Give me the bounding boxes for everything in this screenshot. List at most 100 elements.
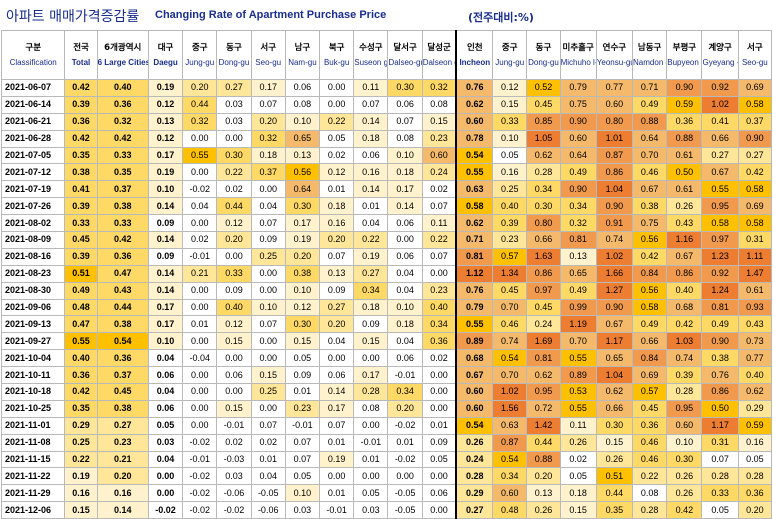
row-date: 2021-10-18 bbox=[0, 383, 66, 401]
column-header: 서구 Seo-gu bbox=[250, 30, 286, 80]
value-cell: -0.05 bbox=[250, 484, 286, 503]
column-header-en: Jung-gu bbox=[185, 58, 215, 67]
value-cell: 0.01 bbox=[182, 315, 218, 334]
table-row: 2021-06-07 0.42 0.40 0.19 0.20 0.27 0.17 0.06 0.… bbox=[0, 79, 773, 97]
value-cell: -0.01 bbox=[353, 433, 389, 452]
value-cell: 0.20 bbox=[319, 231, 355, 249]
value-cell: 0.24 bbox=[421, 163, 457, 182]
value-cell: 0.74 bbox=[492, 332, 528, 351]
value-cell: 0.35 bbox=[96, 163, 149, 182]
column-header: 달성군 Dalseon g-gun bbox=[421, 30, 457, 80]
column-header-kr: 구분 bbox=[25, 43, 42, 53]
value-cell: 0.38 bbox=[96, 197, 149, 216]
column-header-en: Dong-gu bbox=[218, 58, 250, 67]
value-cell: 0.32 bbox=[250, 129, 286, 148]
column-header: 미추홀구 Michuho l-gu bbox=[559, 30, 597, 80]
column-header-kr: 중구 bbox=[501, 43, 518, 53]
table-row: 2021-09-13 0.47 0.38 0.17 0.01 0.12 0.07 0.30 0.… bbox=[0, 315, 773, 334]
value-cell: 0.36 bbox=[96, 247, 149, 266]
value-cell: 0.87 bbox=[595, 146, 634, 165]
value-cell: 0.90 bbox=[595, 197, 634, 216]
value-cell: 0.38 bbox=[701, 349, 739, 368]
value-cell: 0.38 bbox=[64, 163, 98, 182]
value-cell: 0.44 bbox=[216, 197, 252, 216]
value-cell: 0.36 bbox=[64, 366, 98, 385]
value-cell: 0.44 bbox=[526, 433, 561, 452]
value-cell: 0.34 bbox=[559, 197, 597, 216]
value-cell: 0.62 bbox=[455, 214, 494, 233]
value-cell: -0.01 bbox=[216, 416, 252, 435]
value-cell: 0.09 bbox=[216, 281, 252, 300]
value-cell: 0.02 bbox=[216, 180, 252, 199]
value-cell: 0.36 bbox=[96, 349, 149, 368]
value-cell: 0.64 bbox=[632, 129, 668, 148]
value-cell: 0.36 bbox=[421, 332, 457, 351]
value-cell: 0.45 bbox=[64, 231, 98, 249]
value-cell: 0.08 bbox=[284, 95, 321, 114]
value-cell: 0.49 bbox=[64, 281, 98, 300]
value-cell: 0.04 bbox=[147, 349, 184, 368]
value-cell: 0.86 bbox=[701, 383, 739, 401]
value-cell: 0.62 bbox=[737, 383, 773, 401]
value-cell: 0.23 bbox=[421, 281, 457, 300]
value-cell: 0.40 bbox=[421, 298, 457, 317]
value-cell: 0.15 bbox=[353, 332, 389, 351]
value-cell: 1.63 bbox=[526, 247, 561, 266]
value-cell: 0.84 bbox=[632, 349, 668, 368]
value-cell: 0.86 bbox=[595, 163, 634, 182]
value-cell: 0.16 bbox=[737, 433, 773, 452]
table-row: 2021-08-30 0.49 0.43 0.14 0.00 0.09 0.00 0.10 0.… bbox=[0, 281, 773, 300]
value-cell: 0.79 bbox=[559, 79, 597, 97]
value-cell: 0.52 bbox=[526, 79, 561, 97]
value-cell: 0.90 bbox=[737, 129, 773, 148]
column-header-kr: 서구 bbox=[260, 43, 277, 53]
value-cell: 0.28 bbox=[632, 501, 668, 519]
row-date: 2021-11-15 bbox=[0, 450, 66, 469]
value-cell: 0.02 bbox=[319, 146, 355, 165]
value-cell: 0.30 bbox=[666, 450, 703, 469]
value-cell: -0.05 bbox=[387, 501, 423, 519]
value-cell: 0.47 bbox=[96, 264, 149, 283]
value-cell: 0.15 bbox=[421, 112, 457, 131]
value-cell: 0.26 bbox=[455, 433, 494, 452]
value-cell: 0.13 bbox=[147, 112, 184, 131]
value-cell: 0.61 bbox=[666, 180, 703, 199]
value-cell: 0.57 bbox=[492, 247, 528, 266]
value-cell: 0.02 bbox=[182, 231, 218, 249]
value-cell: 0.05 bbox=[353, 484, 389, 503]
value-cell: 0.06 bbox=[387, 349, 423, 368]
column-header-kr: 동구 bbox=[535, 43, 552, 53]
value-cell: 0.28 bbox=[666, 383, 703, 401]
value-cell: 0.03 bbox=[147, 433, 184, 452]
value-cell: 0.32 bbox=[421, 79, 457, 97]
value-cell: 0.33 bbox=[216, 264, 252, 283]
column-header-en: Dalseo-gu bbox=[388, 58, 423, 67]
column-header-en: Seo-gu bbox=[741, 58, 768, 67]
value-cell: 0.20 bbox=[526, 467, 561, 486]
value-cell: 0.79 bbox=[455, 298, 494, 317]
value-cell: 0.04 bbox=[182, 197, 218, 216]
value-cell: 0.25 bbox=[492, 180, 528, 199]
row-date: 2021-08-16 bbox=[0, 247, 66, 266]
value-cell: 0.01 bbox=[319, 484, 355, 503]
value-cell: 0.17 bbox=[319, 399, 355, 418]
row-date: 2021-10-04 bbox=[0, 349, 66, 368]
column-header: 대구 Daegu bbox=[147, 30, 184, 80]
value-cell: 0.12 bbox=[319, 163, 355, 182]
value-cell: 0.09 bbox=[250, 231, 286, 249]
row-date: 2021-07-19 bbox=[0, 180, 66, 199]
value-cell: 0.01 bbox=[319, 180, 355, 199]
value-cell: 0.97 bbox=[701, 231, 739, 249]
value-cell: 1.01 bbox=[595, 129, 634, 148]
value-cell: 0.39 bbox=[492, 214, 528, 233]
value-cell: 0.05 bbox=[737, 450, 773, 469]
value-cell: 0.07 bbox=[250, 95, 286, 114]
value-cell: 0.39 bbox=[64, 95, 98, 114]
table-row: 2021-06-28 0.42 0.42 0.12 0.00 0.00 0.32 0.65 0.… bbox=[0, 129, 773, 148]
value-cell: 0.39 bbox=[666, 366, 703, 385]
value-cell: 0.00 bbox=[387, 231, 423, 249]
row-date: 2021-10-11 bbox=[0, 366, 66, 385]
table-row: 2021-08-02 0.33 0.33 0.09 0.00 0.12 0.07 0.17 0.… bbox=[0, 214, 773, 233]
value-cell: 0.05 bbox=[147, 416, 184, 435]
value-cell: 0.67 bbox=[632, 180, 668, 199]
